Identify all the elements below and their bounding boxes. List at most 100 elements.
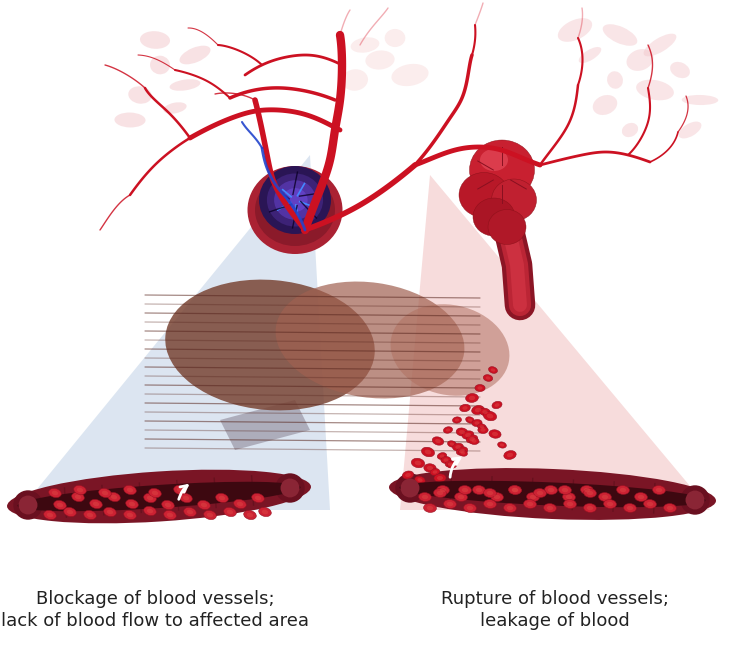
Ellipse shape [587,505,593,510]
Ellipse shape [494,495,501,500]
Ellipse shape [147,496,153,500]
Ellipse shape [484,412,497,421]
Ellipse shape [400,481,706,507]
Ellipse shape [526,493,539,501]
Ellipse shape [187,509,193,514]
Ellipse shape [93,501,99,506]
Ellipse shape [115,113,146,127]
Ellipse shape [244,510,257,519]
Ellipse shape [384,29,405,47]
Ellipse shape [427,466,433,470]
Ellipse shape [464,503,476,512]
Ellipse shape [480,426,484,429]
Ellipse shape [7,470,311,523]
Ellipse shape [123,510,136,519]
Ellipse shape [49,488,61,498]
Ellipse shape [227,509,233,514]
Ellipse shape [421,448,434,457]
Ellipse shape [482,410,488,414]
Ellipse shape [64,507,76,517]
Ellipse shape [47,513,53,517]
Ellipse shape [13,490,43,519]
Ellipse shape [480,149,508,171]
Ellipse shape [422,495,429,500]
Ellipse shape [152,491,158,496]
Ellipse shape [537,491,543,496]
Ellipse shape [487,414,493,418]
Ellipse shape [462,431,474,439]
Ellipse shape [72,492,85,501]
Ellipse shape [90,500,102,509]
Ellipse shape [144,494,157,503]
FancyArrowPatch shape [450,458,460,478]
Ellipse shape [470,140,534,200]
Ellipse shape [276,282,465,398]
Ellipse shape [184,507,196,517]
Ellipse shape [204,510,216,519]
Ellipse shape [647,501,653,506]
Ellipse shape [445,461,455,468]
Ellipse shape [509,486,521,494]
Ellipse shape [664,503,676,512]
Ellipse shape [475,384,485,392]
Ellipse shape [678,122,701,139]
Ellipse shape [234,500,246,509]
Ellipse shape [165,280,375,410]
Ellipse shape [173,486,186,495]
Ellipse shape [466,394,478,402]
Ellipse shape [417,478,423,482]
Ellipse shape [247,513,253,517]
Ellipse shape [165,503,171,507]
Ellipse shape [484,489,496,498]
Ellipse shape [491,493,503,501]
Ellipse shape [469,437,475,441]
Ellipse shape [84,510,96,519]
Ellipse shape [401,479,420,498]
Ellipse shape [127,488,133,492]
Ellipse shape [534,489,546,498]
Ellipse shape [622,123,638,137]
Ellipse shape [441,456,451,464]
Ellipse shape [456,447,467,456]
Ellipse shape [237,501,243,506]
Ellipse shape [468,418,472,422]
Ellipse shape [486,376,490,380]
Ellipse shape [626,49,653,71]
Ellipse shape [75,495,81,500]
Ellipse shape [472,420,482,426]
Ellipse shape [503,451,516,460]
Ellipse shape [603,24,637,46]
Ellipse shape [473,198,515,236]
Ellipse shape [167,513,173,517]
Ellipse shape [342,69,368,91]
Ellipse shape [471,440,476,443]
Ellipse shape [584,488,590,492]
Ellipse shape [448,462,456,468]
Ellipse shape [667,505,673,510]
Ellipse shape [478,426,488,434]
Ellipse shape [127,513,133,517]
Ellipse shape [104,507,116,517]
Ellipse shape [459,172,509,218]
Ellipse shape [248,166,343,254]
Ellipse shape [473,486,485,494]
Ellipse shape [455,418,459,422]
Ellipse shape [351,37,379,53]
Ellipse shape [603,500,617,508]
Ellipse shape [584,503,596,512]
Ellipse shape [559,486,571,494]
Ellipse shape [462,406,467,410]
Ellipse shape [150,56,170,75]
Ellipse shape [223,507,236,517]
Ellipse shape [215,494,229,503]
Ellipse shape [443,427,453,434]
Ellipse shape [461,452,465,455]
Ellipse shape [147,509,153,513]
Ellipse shape [148,488,161,498]
Ellipse shape [259,507,271,517]
Ellipse shape [530,495,537,500]
Ellipse shape [52,491,58,496]
Text: Rupture of blood vessels;: Rupture of blood vessels; [441,590,669,608]
Ellipse shape [466,417,474,423]
Ellipse shape [498,442,506,448]
